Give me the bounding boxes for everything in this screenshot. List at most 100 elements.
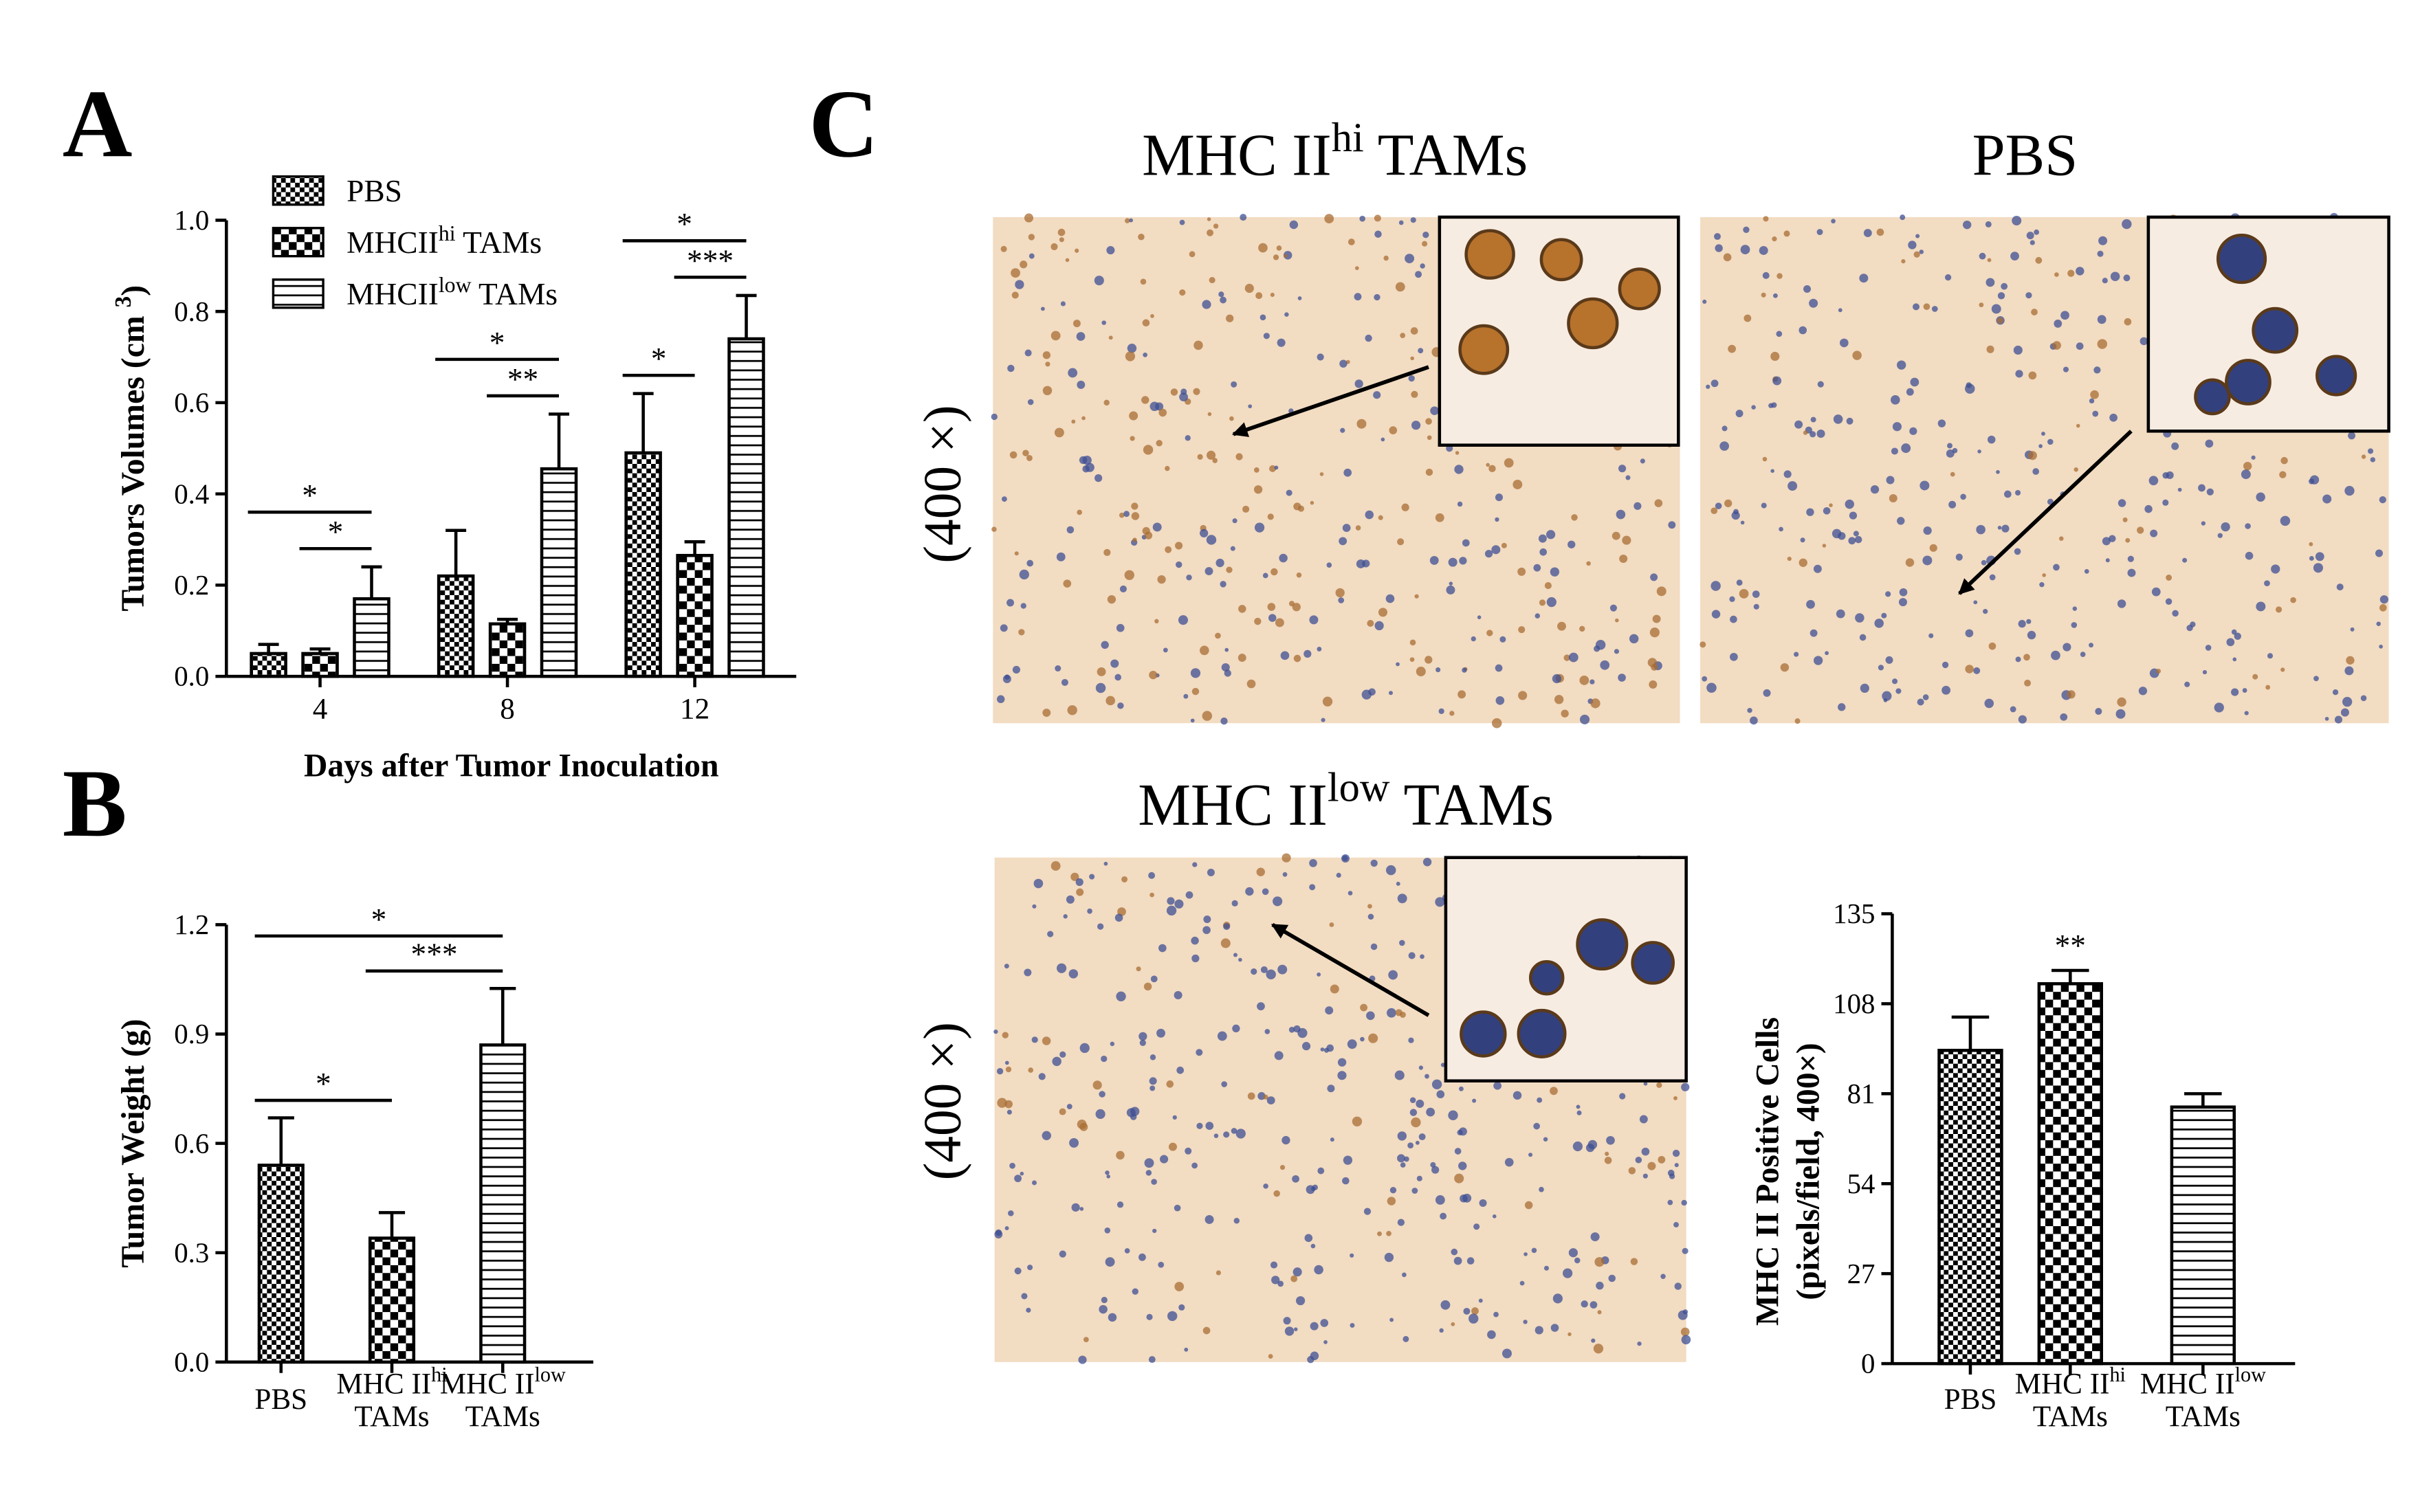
cell [1202, 926, 1211, 935]
cell [1770, 351, 1780, 362]
cell [1740, 245, 1750, 255]
cell [1860, 683, 1869, 693]
cell [2098, 236, 2108, 245]
cell [1063, 914, 1068, 919]
cell [1095, 1109, 1106, 1120]
cell [1032, 1180, 1037, 1186]
cell [1735, 410, 1744, 418]
cell [1124, 570, 1134, 580]
cell [1374, 293, 1380, 301]
cell [1612, 531, 1620, 540]
x-tick-label: 4 [313, 693, 328, 725]
cell [1979, 302, 1984, 307]
cell [2140, 337, 2148, 346]
cell [1068, 368, 1078, 378]
cell [1070, 872, 1079, 881]
cell [1615, 618, 1619, 623]
cell [2026, 232, 2034, 240]
cell [1639, 1115, 1648, 1124]
cell [1238, 957, 1242, 962]
cell [1011, 291, 1019, 299]
cell [1319, 472, 1324, 476]
cell [1071, 1203, 1080, 1212]
cell [2340, 708, 2349, 717]
cell [1179, 392, 1188, 402]
cell [1649, 627, 1660, 638]
cell [1033, 878, 1044, 889]
cell [1354, 266, 1359, 271]
cell [1706, 682, 1717, 693]
cell [2076, 267, 2084, 276]
cell [2279, 471, 2287, 478]
cell [1129, 411, 1138, 421]
cell [1292, 603, 1301, 612]
cell [1794, 652, 1799, 657]
cell [1206, 535, 1217, 545]
cell [2018, 715, 2027, 724]
cell [1087, 908, 1092, 914]
cell [1714, 233, 1721, 241]
cell [1343, 1155, 1353, 1165]
cell [1174, 899, 1184, 909]
cell [1000, 624, 1008, 632]
cell [1397, 893, 1407, 904]
cell [1277, 338, 1286, 347]
cell [1571, 514, 1578, 521]
cell [2090, 390, 2099, 399]
x-tick-label-part: MHC II [2140, 1368, 2235, 1400]
cell [997, 1098, 1007, 1108]
cell [1563, 654, 1570, 661]
cell [1367, 904, 1372, 909]
cell [1060, 301, 1066, 307]
cell [1116, 623, 1125, 632]
cell [1859, 634, 1867, 641]
cell [1411, 421, 1421, 430]
cell [1245, 887, 1254, 896]
cell [1027, 399, 1034, 405]
cell [1168, 1142, 1177, 1151]
cell [1897, 517, 1905, 525]
significance: *** [410, 937, 457, 972]
cell [1184, 1347, 1189, 1352]
cell [1937, 419, 1946, 427]
cell [1680, 1327, 1690, 1337]
cell [1130, 1113, 1137, 1120]
cell [1568, 652, 1578, 663]
cell [1216, 1270, 1221, 1276]
cell [2155, 669, 2162, 674]
cell [2202, 669, 2208, 675]
cell [1140, 278, 1147, 285]
cell [1276, 245, 1282, 251]
cell [1205, 1122, 1214, 1130]
cell [1105, 1170, 1110, 1175]
cell [2267, 653, 2274, 659]
cell [1370, 943, 1378, 950]
cell [1816, 429, 1825, 438]
cell [1409, 657, 1415, 662]
cell [2080, 652, 2086, 657]
cell [1056, 552, 1066, 562]
cell [2014, 548, 2021, 555]
cell [1324, 214, 1334, 223]
cell [1131, 512, 1140, 520]
cell [1257, 1002, 1265, 1011]
cell [1895, 688, 1902, 694]
cell [1810, 431, 1816, 438]
arrow [1270, 922, 1430, 1017]
cell [1408, 375, 1415, 382]
cell [1885, 591, 1891, 597]
cell [2171, 442, 2179, 450]
cell [1197, 454, 1203, 460]
cell [2010, 706, 2016, 713]
cell [1145, 1170, 1152, 1176]
cell [1989, 574, 1996, 581]
cell [1715, 244, 1723, 252]
cell [1431, 1166, 1440, 1174]
cell [1399, 940, 1405, 946]
cell [1203, 915, 1211, 924]
cell [1656, 586, 1666, 597]
cell [1149, 670, 1158, 680]
cell [1154, 619, 1159, 624]
cell [1459, 1086, 1464, 1091]
cell [1415, 1140, 1420, 1145]
